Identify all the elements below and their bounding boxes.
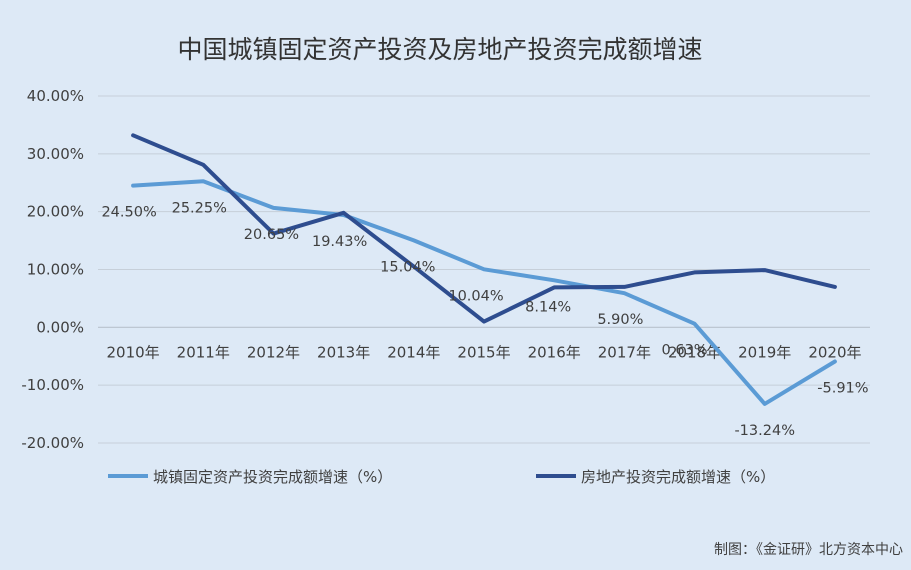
series-line-urban-fixed-asset-investment <box>131 179 837 406</box>
legend: 城镇固定资产投资完成额增速（%） 房地产投资完成额增速（%） <box>108 468 775 486</box>
data-label: -13.24% <box>734 423 795 439</box>
data-label: 20.65% <box>244 227 299 243</box>
x-tick-label: 2017年 <box>598 343 651 361</box>
y-tick-label: 30.00% <box>27 145 84 163</box>
legend-entry-label: 房地产投资完成额增速（%） <box>581 468 775 486</box>
data-label: 0.63% <box>662 343 708 359</box>
y-tick-label: -10.00% <box>21 376 84 394</box>
x-tick-label: 2010年 <box>106 343 159 361</box>
data-label: 5.90% <box>597 312 643 328</box>
data-label: -5.91% <box>817 381 868 397</box>
data-label: 15.04% <box>380 259 435 275</box>
x-tick-label: 2014年 <box>387 343 440 361</box>
x-tick-label: 2012年 <box>247 343 300 361</box>
data-label: 10.04% <box>448 288 503 304</box>
y-tick-label: 20.00% <box>27 203 84 221</box>
y-axis-tick-labels: 40.00% 30.00% 20.00% 10.00% 0.00% -10.00% -20.… <box>21 87 84 452</box>
x-tick-label: 2015年 <box>457 343 510 361</box>
chart-credit: 制图：《金证研》北方资本中心 <box>714 542 903 558</box>
x-tick-label: 2016年 <box>528 343 581 361</box>
y-tick-label: 40.00% <box>27 87 84 105</box>
data-labels: 24.50% 25.25% 20.65% 19.43% 15.04% 10.04% 8.14… <box>101 200 868 439</box>
series-lines <box>131 133 837 406</box>
series-line-real-estate-investment <box>131 133 837 324</box>
data-label: 25.25% <box>172 200 227 216</box>
y-tick-label: 10.00% <box>27 261 84 279</box>
x-tick-label: 2020年 <box>808 343 861 361</box>
data-label: 8.14% <box>525 299 571 315</box>
data-label: 19.43% <box>312 234 367 250</box>
chart-title: 中国城镇固定资产投资及房地产投资完成额增速 <box>177 35 702 64</box>
data-label: 24.50% <box>101 205 156 221</box>
x-tick-label: 2013年 <box>317 343 370 361</box>
x-tick-label: 2019年 <box>738 343 791 361</box>
y-tick-label: -20.00% <box>21 434 84 452</box>
x-tick-label: 2011年 <box>177 343 230 361</box>
gridlines <box>98 95 870 444</box>
legend-entry-label: 城镇固定资产投资完成额增速（%） <box>153 468 392 486</box>
x-tick-label: 2018年 <box>668 343 721 361</box>
x-axis-tick-labels: 2010年 2011年 2012年 2013年 2014年 2015年 2016年 2017年… <box>106 343 861 361</box>
y-tick-label: 0.00% <box>36 318 84 336</box>
